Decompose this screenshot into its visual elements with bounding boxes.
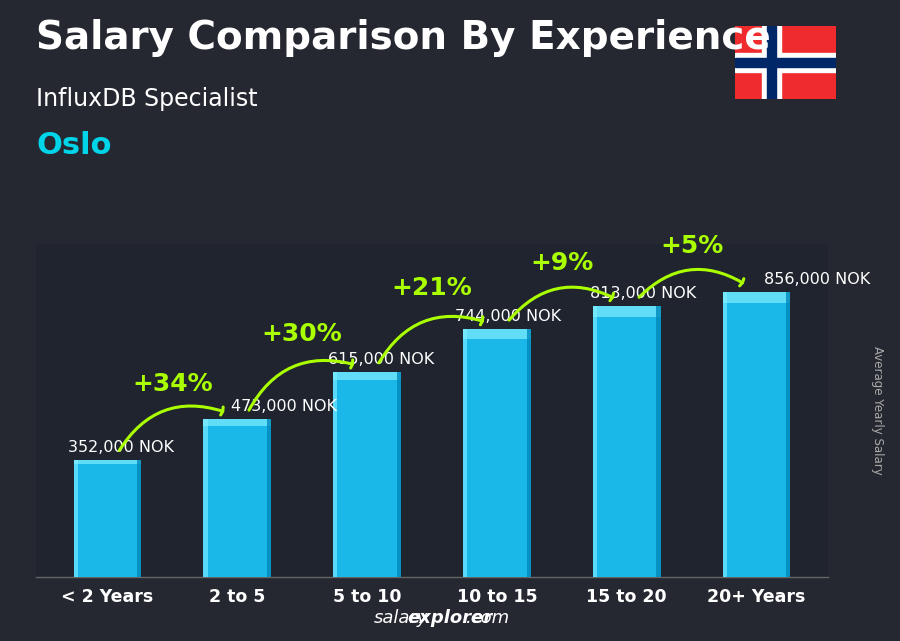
Bar	[593, 306, 661, 317]
Bar	[397, 372, 400, 577]
Text: +9%: +9%	[530, 251, 593, 274]
Text: +5%: +5%	[660, 233, 724, 258]
Text: 744,000 NOK: 744,000 NOK	[455, 309, 562, 324]
Bar	[333, 372, 338, 577]
Bar	[656, 306, 661, 577]
Bar	[593, 306, 661, 577]
Bar	[333, 372, 400, 380]
Text: Salary Comparison By Experience: Salary Comparison By Experience	[36, 19, 770, 57]
Bar	[203, 419, 208, 577]
Text: InfluxDB Specialist: InfluxDB Specialist	[36, 87, 257, 110]
Text: +30%: +30%	[262, 322, 343, 346]
Text: Oslo: Oslo	[36, 131, 112, 160]
Bar	[767, 26, 776, 99]
Bar	[464, 329, 531, 577]
Text: 813,000 NOK: 813,000 NOK	[590, 286, 697, 301]
Bar	[723, 292, 790, 303]
Bar	[464, 329, 467, 577]
Text: 473,000 NOK: 473,000 NOK	[230, 399, 337, 414]
Text: salary: salary	[374, 609, 428, 627]
Bar	[267, 419, 271, 577]
Text: .com: .com	[466, 609, 510, 627]
Bar	[74, 460, 141, 464]
Bar	[734, 53, 836, 72]
Bar	[203, 419, 271, 426]
Bar	[526, 329, 531, 577]
Text: +34%: +34%	[132, 372, 212, 396]
FancyBboxPatch shape	[734, 24, 837, 101]
Text: 352,000 NOK: 352,000 NOK	[68, 440, 175, 454]
Bar	[74, 460, 141, 577]
Bar	[137, 460, 141, 577]
Bar	[723, 292, 727, 577]
Bar	[762, 26, 780, 99]
Bar	[787, 292, 790, 577]
Bar	[203, 419, 271, 577]
Bar	[333, 372, 400, 577]
Text: explorer: explorer	[408, 609, 493, 627]
Bar	[593, 306, 597, 577]
Text: 856,000 NOK: 856,000 NOK	[764, 272, 870, 287]
Bar	[734, 58, 836, 67]
Text: 615,000 NOK: 615,000 NOK	[328, 352, 435, 367]
Text: +21%: +21%	[392, 276, 472, 300]
Bar	[723, 292, 790, 577]
Text: Average Yearly Salary: Average Yearly Salary	[871, 346, 884, 474]
Bar	[74, 460, 77, 577]
Bar	[464, 329, 531, 339]
